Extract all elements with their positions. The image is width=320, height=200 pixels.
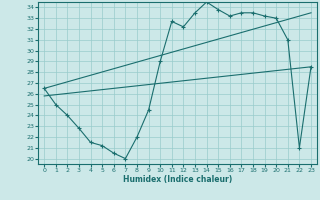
X-axis label: Humidex (Indice chaleur): Humidex (Indice chaleur) [123,175,232,184]
